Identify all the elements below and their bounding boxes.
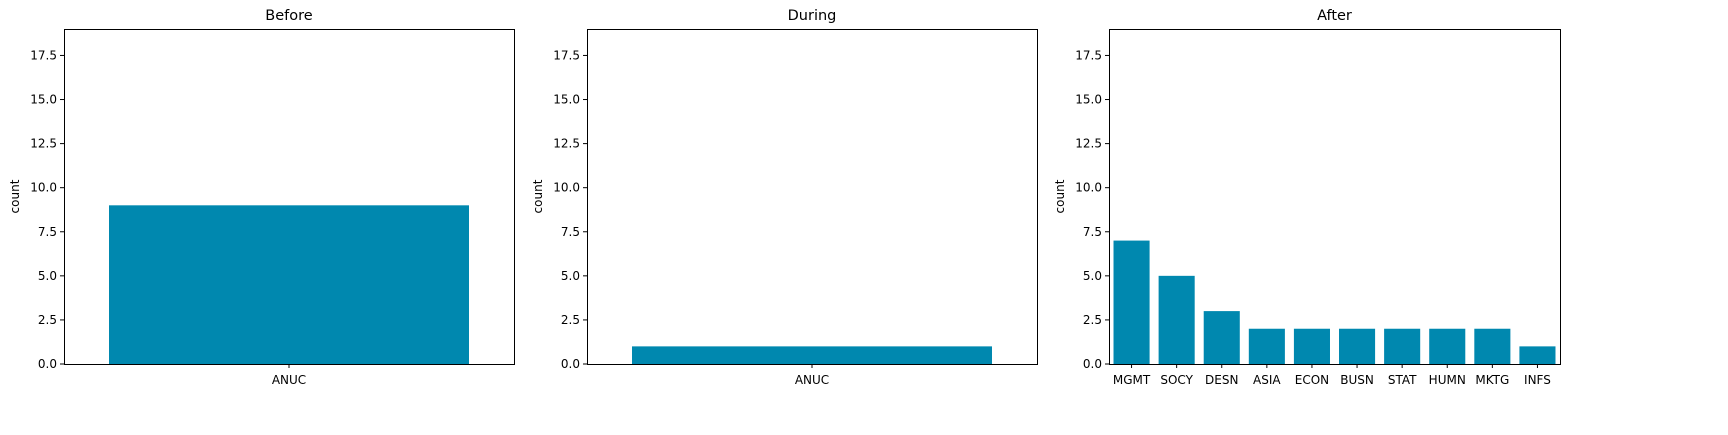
y-tick-label: 0.0 xyxy=(38,357,57,371)
bar-infs xyxy=(1519,346,1556,364)
y-tick-label: 12.5 xyxy=(30,137,57,151)
bar-mktg xyxy=(1474,328,1511,364)
x-tick-label: MGMT xyxy=(1113,373,1151,387)
x-tick-label: ASIA xyxy=(1253,373,1281,387)
x-tick-label: STAT xyxy=(1388,373,1417,387)
y-tick-label: 17.5 xyxy=(553,48,580,62)
y-tick-label: 12.5 xyxy=(553,137,580,151)
chart-after: After count 0.0 2.5 5.0 7.5 10.0 12.5 15.0 17.5… xyxy=(1053,8,1561,387)
y-tick-label: 10.0 xyxy=(30,181,57,195)
x-tick-label: INFS xyxy=(1524,373,1551,387)
x-tick-label: HUMN xyxy=(1429,373,1466,387)
bar-mgmt xyxy=(1113,240,1150,364)
bar-anuc xyxy=(632,346,992,364)
y-tick-label: 7.5 xyxy=(1083,225,1102,239)
bar-socy xyxy=(1158,275,1195,364)
y-tick-label: 15.0 xyxy=(553,93,580,107)
y-axis-label: count xyxy=(1053,179,1067,213)
chart-title: During xyxy=(788,8,837,24)
chart-during: During count 0.0 2.5 5.0 7.5 10.0 12.5 15.0 17.… xyxy=(531,8,1038,387)
y-tick-label: 7.5 xyxy=(561,225,580,239)
y-axis-label: count xyxy=(531,179,545,213)
bar-econ xyxy=(1293,328,1330,364)
x-tick-label: ANUC xyxy=(272,373,306,387)
y-tick-label: 10.0 xyxy=(1075,181,1102,195)
bar-stat xyxy=(1384,328,1421,364)
x-tick-label: DESN xyxy=(1205,373,1238,387)
x-tick-label: SOCY xyxy=(1160,373,1193,387)
y-tick-label: 15.0 xyxy=(1075,93,1102,107)
bar-asia xyxy=(1248,328,1285,364)
x-tick-label: BUSN xyxy=(1340,373,1374,387)
x-tick-label: ANUC xyxy=(795,373,829,387)
chart-before: Before count 0.0 2.5 5.0 7.5 10.0 12.5 15.0 17.… xyxy=(8,8,515,387)
y-tick-label: 0.0 xyxy=(1083,357,1102,371)
axes-frame xyxy=(1109,29,1561,365)
x-tick-label: ECON xyxy=(1295,373,1329,387)
y-tick-label: 5.0 xyxy=(1083,269,1102,283)
y-tick-label: 2.5 xyxy=(38,313,57,327)
bar-busn xyxy=(1339,328,1376,364)
bar-anuc xyxy=(109,205,469,364)
y-tick-label: 12.5 xyxy=(1075,137,1102,151)
y-tick-label: 0.0 xyxy=(561,357,580,371)
y-tick-label: 7.5 xyxy=(38,225,57,239)
y-tick-label: 5.0 xyxy=(561,269,580,283)
bar-desn xyxy=(1203,311,1240,364)
chart-title: Before xyxy=(265,8,312,24)
y-tick-label: 2.5 xyxy=(561,313,580,327)
axes-frame xyxy=(587,29,1038,365)
y-tick-label: 17.5 xyxy=(1075,48,1102,62)
bar-humn xyxy=(1429,328,1466,364)
y-axis-label: count xyxy=(8,179,22,213)
y-tick-label: 10.0 xyxy=(553,181,580,195)
y-tick-label: 5.0 xyxy=(38,269,57,283)
chart-title: After xyxy=(1317,8,1352,24)
y-tick-label: 2.5 xyxy=(1083,313,1102,327)
y-tick-label: 15.0 xyxy=(30,93,57,107)
x-tick-label: MKTG xyxy=(1475,373,1509,387)
y-tick-label: 17.5 xyxy=(30,48,57,62)
